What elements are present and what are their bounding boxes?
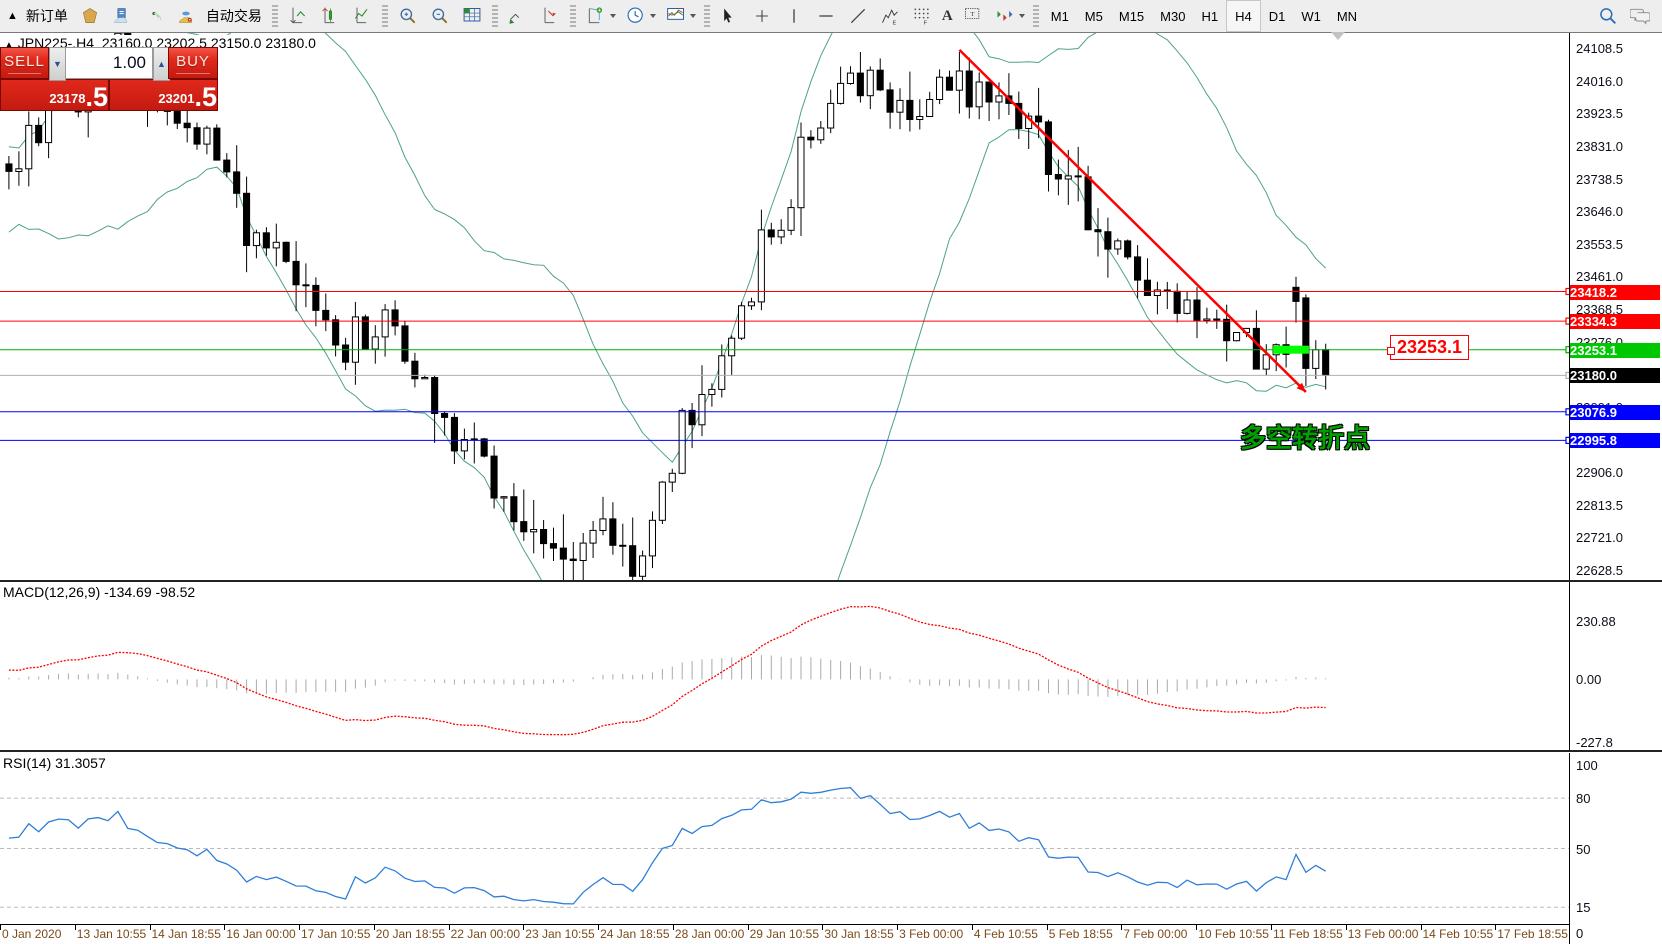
svg-text:T: T bbox=[970, 11, 974, 18]
svg-text:F: F bbox=[924, 20, 928, 26]
svg-text:E: E bbox=[892, 20, 896, 26]
